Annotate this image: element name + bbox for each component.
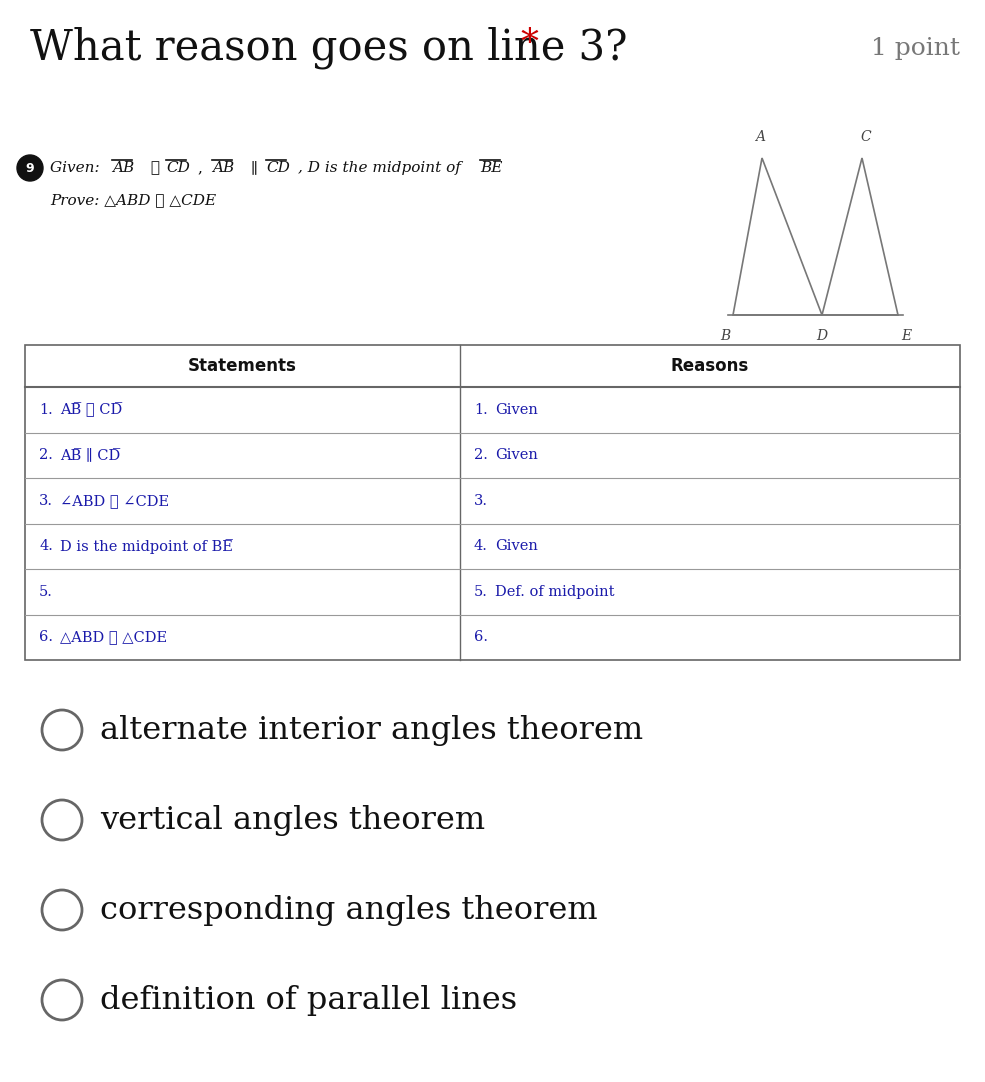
Circle shape [42, 980, 82, 1020]
Text: Reasons: Reasons [671, 357, 750, 375]
Text: 2.: 2. [474, 448, 488, 462]
Text: 1.: 1. [474, 403, 488, 417]
Text: Def. of midpoint: Def. of midpoint [495, 584, 615, 598]
Text: ∠ABD ≅ ∠CDE: ∠ABD ≅ ∠CDE [60, 493, 169, 507]
Text: , D is the midpoint of: , D is the midpoint of [298, 161, 466, 175]
Text: ,: , [198, 161, 208, 175]
Text: vertical angles theorem: vertical angles theorem [100, 805, 486, 835]
Text: AB̅ ≅ CD̅: AB̅ ≅ CD̅ [60, 403, 122, 417]
Text: CD: CD [266, 161, 290, 175]
Text: 4.: 4. [474, 539, 488, 553]
Text: 3.: 3. [474, 493, 488, 507]
Bar [25, 345, 960, 660]
Text: CD: CD [166, 161, 190, 175]
Text: What reason goes on line 3?: What reason goes on line 3? [30, 27, 627, 69]
Text: AB: AB [212, 161, 234, 175]
Text: alternate interior angles theorem: alternate interior angles theorem [100, 714, 643, 745]
Text: ≅: ≅ [146, 161, 164, 175]
Text: AB: AB [112, 161, 134, 175]
Text: D: D [817, 329, 827, 343]
Text: Given: Given [495, 539, 538, 553]
Text: AB̅ ∥ CD̅: AB̅ ∥ CD̅ [60, 448, 120, 462]
Text: 6.: 6. [474, 630, 488, 644]
Text: BE: BE [480, 161, 502, 175]
Text: B: B [720, 329, 730, 343]
Circle shape [17, 155, 43, 181]
Text: 3.: 3. [39, 493, 53, 507]
Text: 2.: 2. [39, 448, 53, 462]
Circle shape [42, 890, 82, 931]
Text: 1 point: 1 point [871, 37, 960, 60]
Text: Given:: Given: [50, 161, 104, 175]
Text: 4.: 4. [39, 539, 53, 553]
Text: D is the midpoint of BE̅: D is the midpoint of BE̅ [60, 539, 232, 554]
Text: A: A [755, 130, 765, 144]
Circle shape [42, 800, 82, 840]
Text: Prove: △ABD ≅ △CDE: Prove: △ABD ≅ △CDE [50, 193, 216, 207]
Text: △ABD ≅ △CDE: △ABD ≅ △CDE [60, 630, 167, 644]
Text: corresponding angles theorem: corresponding angles theorem [100, 895, 598, 925]
Text: Given: Given [495, 403, 538, 417]
Text: 5.: 5. [39, 584, 53, 598]
Text: *: * [520, 27, 538, 61]
Text: C: C [861, 130, 872, 144]
Text: ∥: ∥ [246, 161, 263, 175]
Text: Statements: Statements [188, 357, 296, 375]
Text: 5.: 5. [474, 584, 488, 598]
Text: 6.: 6. [39, 630, 53, 644]
Text: 9: 9 [26, 161, 34, 174]
Text: definition of parallel lines: definition of parallel lines [100, 985, 517, 1016]
Circle shape [42, 710, 82, 750]
Text: E: E [901, 329, 911, 343]
Text: Given: Given [495, 448, 538, 462]
Text: 1.: 1. [39, 403, 53, 417]
